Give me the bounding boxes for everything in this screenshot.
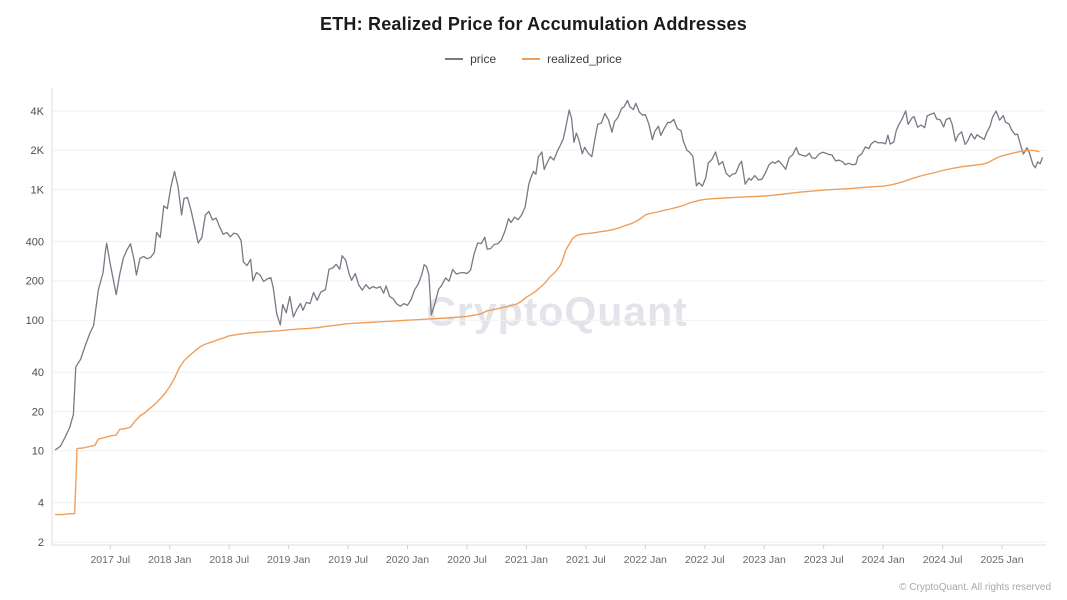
- y-axis-label: 1K: [31, 184, 45, 196]
- x-axis-label: 2019 Jul: [328, 554, 368, 566]
- y-axis-label: 100: [26, 315, 44, 327]
- y-axis-label: 10: [32, 446, 44, 458]
- y-axis-label: 40: [32, 367, 44, 379]
- x-axis-label: 2018 Jul: [209, 554, 249, 566]
- y-axis-label: 200: [26, 276, 44, 288]
- price-line[interactable]: [54, 99, 1044, 451]
- legend-item-price[interactable]: price: [445, 52, 496, 66]
- legend-label-realized-price: realized_price: [547, 52, 622, 66]
- x-axis-label: 2024 Jan: [861, 554, 904, 566]
- x-axis-label: 2023 Jul: [804, 554, 844, 566]
- x-axis-label: 2017 Jul: [90, 554, 130, 566]
- price-line-swatch: [445, 58, 464, 60]
- y-axis-label: 4: [38, 498, 44, 510]
- y-axis-label: 400: [26, 236, 44, 248]
- legend: price realized_price: [0, 52, 1067, 66]
- x-axis-label: 2023 Jan: [743, 554, 786, 566]
- y-axis-label: 2K: [31, 145, 45, 157]
- realized-price-line-swatch: [522, 58, 541, 60]
- x-axis-label: 2019 Jan: [267, 554, 310, 566]
- x-axis-label: 2024 Jul: [923, 554, 963, 566]
- x-axis-label: 2021 Jul: [566, 554, 606, 566]
- y-axis-label: 4K: [31, 106, 45, 118]
- x-axis-label: 2018 Jan: [148, 554, 191, 566]
- y-axis-label: 20: [32, 406, 44, 418]
- y-axis-label: 2: [38, 537, 44, 549]
- x-axis-label: 2020 Jan: [386, 554, 429, 566]
- copyright-notice: © CryptoQuant. All rights reserved: [899, 582, 1051, 593]
- cryptoquant-watermark: CryptoQuant: [426, 288, 688, 335]
- x-axis-label: 2020 Jul: [447, 554, 487, 566]
- legend-label-price: price: [470, 52, 497, 66]
- x-axis-label: 2025 Jan: [980, 554, 1023, 566]
- x-axis-label: 2022 Jul: [685, 554, 725, 566]
- x-axis-label: 2022 Jan: [624, 554, 667, 566]
- x-axis-label: 2021 Jan: [505, 554, 548, 566]
- legend-item-realized-price[interactable]: realized_price: [522, 52, 622, 66]
- page-title: ETH: Realized Price for Accumulation Add…: [320, 14, 747, 34]
- realized_price-line[interactable]: [54, 149, 1040, 516]
